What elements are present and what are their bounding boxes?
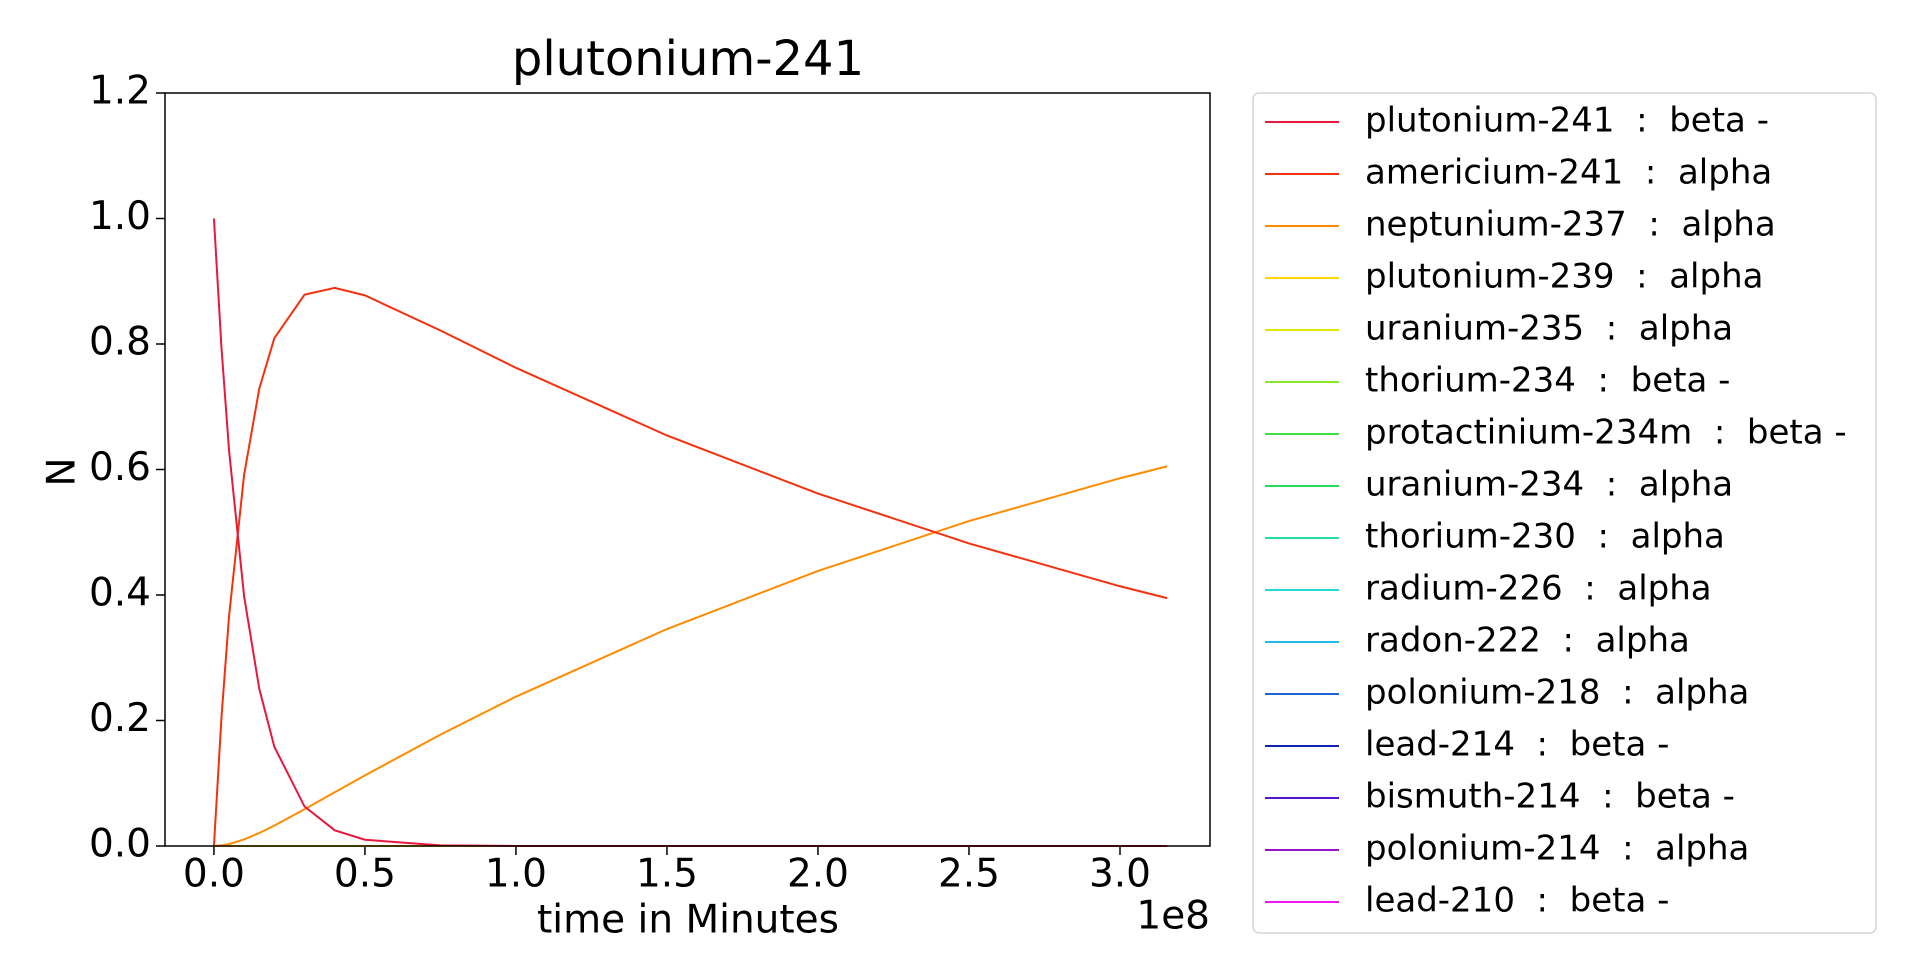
series-line (213, 465, 1168, 847)
x-tick-label: 0.5 (334, 852, 396, 897)
legend-label: protactinium-234m : beta - (1365, 413, 1847, 453)
y-tick-label: 0.6 (89, 445, 151, 490)
legend-label: plutonium-241 : beta - (1365, 101, 1769, 141)
x-offset-label: 1e8 (1136, 894, 1210, 939)
legend-label: polonium-214 : alpha (1365, 829, 1749, 869)
legend-label: americium-241 : alpha (1365, 153, 1772, 193)
x-tick-label: 0.0 (183, 852, 245, 897)
y-tick-label: 0.2 (89, 696, 151, 741)
series-line (212, 286, 1168, 847)
legend-label: bismuth-214 : beta - (1365, 777, 1735, 817)
x-tick-label: 1.5 (636, 852, 698, 897)
legend-label: radon-222 : alpha (1365, 621, 1690, 661)
legend-label: uranium-234 : alpha (1365, 465, 1733, 505)
legend-label: thorium-234 : beta - (1365, 361, 1730, 401)
series-line (212, 218, 1168, 847)
legend-label: polonium-218 : alpha (1365, 673, 1749, 713)
legend-label: lead-210 : beta - (1365, 881, 1669, 921)
y-tick-label: 1.0 (89, 194, 151, 239)
y-tick-label: 0.0 (89, 822, 151, 867)
plot-frame (164, 92, 1211, 847)
x-tick-label: 1.0 (485, 852, 547, 897)
legend-label: plutonium-239 : alpha (1365, 257, 1763, 297)
y-tick-label: 0.4 (89, 571, 151, 616)
y-tick-label: 0.8 (89, 320, 151, 365)
x-tick-label: 2.0 (787, 852, 849, 897)
chart-title: plutonium-241 (512, 31, 864, 87)
x-tick-label: 2.5 (938, 852, 1000, 897)
y-axis-label: N (40, 457, 85, 486)
legend-label: lead-214 : beta - (1365, 725, 1669, 765)
x-axis-label: time in Minutes (537, 898, 839, 943)
legend-label: uranium-235 : alpha (1365, 309, 1733, 349)
legend-label: radium-226 : alpha (1365, 569, 1712, 609)
legend-box (1252, 92, 1877, 934)
legend-label: neptunium-237 : alpha (1365, 205, 1776, 245)
legend-label: thorium-230 : alpha (1365, 517, 1725, 557)
y-tick-label: 1.2 (89, 69, 151, 114)
x-tick-label: 3.0 (1089, 852, 1151, 897)
